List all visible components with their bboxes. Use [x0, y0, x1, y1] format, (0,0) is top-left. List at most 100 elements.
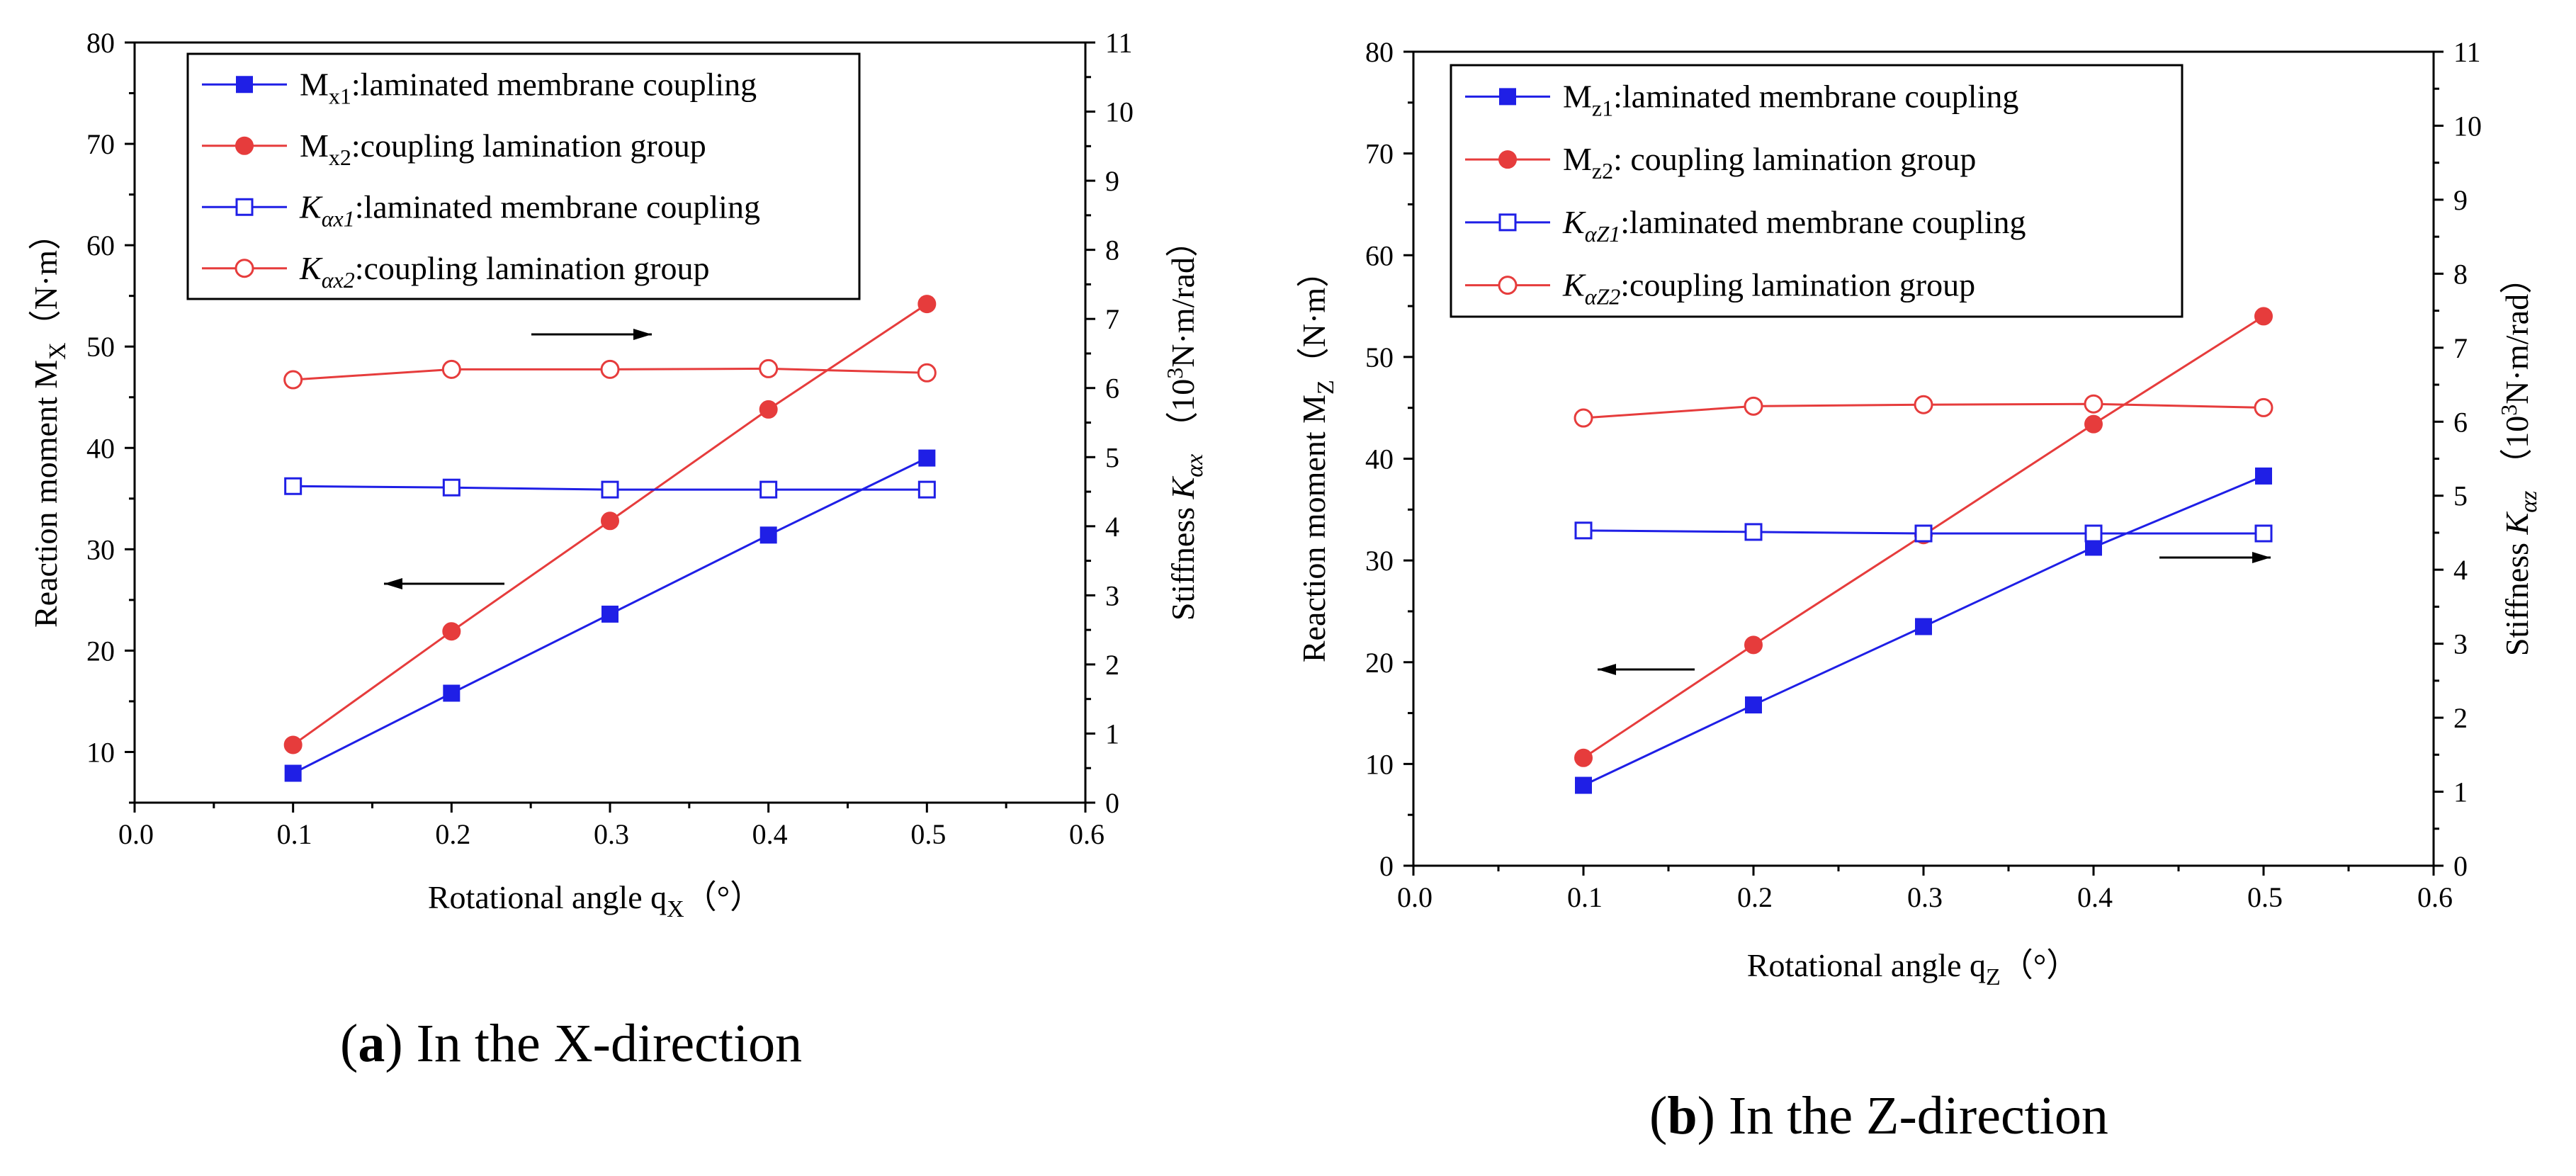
y-tick-label: 20 [86, 635, 115, 667]
y2-axis-title: Stiffness Kαx （103N·m/rad） [1162, 225, 1208, 621]
y-tick-label: 40 [1365, 443, 1394, 475]
data-point [600, 359, 620, 379]
caption-a-text: ) In the X-direction [385, 1014, 802, 1073]
y-tick-label: 60 [1365, 239, 1394, 271]
legend-label-symbol: M [300, 128, 329, 164]
y-axis-title-sub: X [45, 342, 71, 360]
legend-label-symbol: K [299, 188, 323, 225]
y-tick-label: 20 [1365, 647, 1394, 679]
data-point [1914, 395, 1933, 414]
data-point [759, 480, 778, 499]
y2-tick-label: 2 [1105, 649, 1119, 681]
legend-label-symbol: M [1563, 141, 1592, 177]
y2-axis-title-unit-b: N·m/rad） [2499, 261, 2535, 405]
x-tick-label: 0.2 [1737, 881, 1773, 913]
data-point [1574, 748, 1593, 767]
data-point [1744, 635, 1763, 655]
data-point [2084, 414, 2103, 434]
legend-label-text: :coupling lamination group [1620, 267, 1975, 303]
legend-label: Mz2: coupling lamination group [1563, 141, 1976, 183]
caption-b: (b) In the Z-direction [1649, 1086, 2108, 1146]
y-tick-label: 60 [86, 230, 115, 261]
data-point [2254, 397, 2273, 417]
arrow-left-axis [1598, 664, 1695, 675]
y2-tick-label: 9 [1105, 165, 1119, 197]
y2-tick-label: 11 [1105, 27, 1133, 59]
data-point [2254, 307, 2273, 326]
data-point [2255, 467, 2272, 485]
legend-label-sub: z1 [1592, 95, 1613, 120]
y-axis-title-main: Reaction moment M [28, 360, 64, 628]
legend-marker [235, 198, 254, 216]
y-axis-title-unit: （N·m） [1296, 255, 1332, 380]
y2-tick-label: 10 [2453, 110, 2482, 142]
y2-tick-label: 0 [2453, 850, 2468, 882]
y2-axis-title-unit-b: N·m/rad） [1165, 225, 1201, 368]
legend-label-sub: x2 [329, 145, 351, 170]
x-tick-label: 0.4 [2077, 881, 2113, 913]
y-axis-title: Reaction moment MX（N·m） [28, 217, 71, 628]
legend-label-symbol: K [1562, 267, 1586, 303]
data-point [443, 684, 461, 702]
y2-tick-label: 9 [2453, 184, 2468, 216]
legend-label: Mx2:coupling lamination group [300, 128, 706, 170]
data-point [284, 477, 303, 495]
data-point [917, 480, 936, 499]
y2-tick-label: 4 [2453, 554, 2468, 586]
y2-axis-title-unit-a: （10 [1165, 379, 1201, 444]
y2-tick-label: 4 [1105, 511, 1119, 543]
legend-label-text: :coupling lamination group [351, 128, 706, 164]
caption-a-letter: a [358, 1014, 385, 1073]
x-axis-title-main: Rotational angle q [428, 879, 667, 915]
data-point [918, 449, 936, 467]
legend-marker [236, 76, 253, 94]
series-M-x2 [283, 295, 937, 754]
legend-label-symbol: M [300, 66, 329, 102]
legend-item: Kαx2:coupling lamination group [202, 250, 710, 293]
y-tick-label: 70 [86, 128, 115, 160]
legend-label-sub: x1 [329, 83, 351, 108]
legend-marker [1498, 213, 1517, 232]
y2-axis-title-k: K [2499, 511, 2535, 535]
data-point [2084, 394, 2103, 414]
x-tick-label: 0.0 [118, 818, 154, 850]
legend-label: Kαx1:laminated membrane coupling [299, 188, 760, 231]
y2-axis-title-main: Stiffness [1165, 499, 1201, 621]
data-point [283, 370, 303, 390]
y-tick-label: 30 [1365, 545, 1394, 577]
legend-label-symbol: K [299, 250, 323, 286]
data-point [1745, 696, 1762, 714]
legend-label-sub: αx2 [322, 267, 355, 293]
y2-tick-label: 2 [2453, 702, 2468, 734]
data-point [601, 605, 618, 623]
x-axis-title-sub: X [667, 896, 684, 922]
x-axis-title-sub: Z [1986, 964, 2001, 990]
legend-marker [235, 259, 254, 278]
y2-tick-label: 3 [1105, 579, 1119, 611]
y2-axis-title: Stiffness Kαz （103N·m/rad） [2496, 261, 2542, 656]
legend-label-text: :laminated membrane coupling [351, 66, 757, 102]
legend-label: Kαx2:coupling lamination group [299, 250, 710, 293]
legend: Mz1:laminated membrane coupling Mz2: coup… [1450, 64, 2184, 318]
arrow-right-axis [2159, 552, 2271, 563]
x-tick-label: 0.1 [1567, 881, 1603, 913]
y-axis-title-unit: （N·m） [28, 217, 64, 342]
legend-item: Mz2: coupling lamination group [1465, 141, 1976, 183]
data-point [1744, 523, 1763, 541]
legend-marker [235, 136, 254, 155]
y2-axis-title-unit-a: （10 [2499, 416, 2535, 481]
data-point [2084, 524, 2103, 543]
y2-tick-label: 3 [2453, 628, 2468, 660]
caption-b-letter: b [1667, 1086, 1697, 1146]
legend-label: Mx1:laminated membrane coupling [300, 66, 757, 108]
y-tick-label: 80 [1365, 36, 1394, 68]
y2-axis-title-unit-sup: 3 [1162, 368, 1187, 379]
legend-label-text: :laminated membrane coupling [1613, 78, 2018, 114]
y-axis-title-main: Reaction moment M [1296, 395, 1332, 662]
legend-label-sub: αZ1 [1585, 221, 1621, 247]
series-M-z1 [1575, 467, 2272, 794]
x-tick-label: 0.5 [2247, 881, 2283, 913]
x-axis-title: Rotational angle qZ（°） [1747, 947, 2079, 990]
data-point [759, 358, 779, 378]
